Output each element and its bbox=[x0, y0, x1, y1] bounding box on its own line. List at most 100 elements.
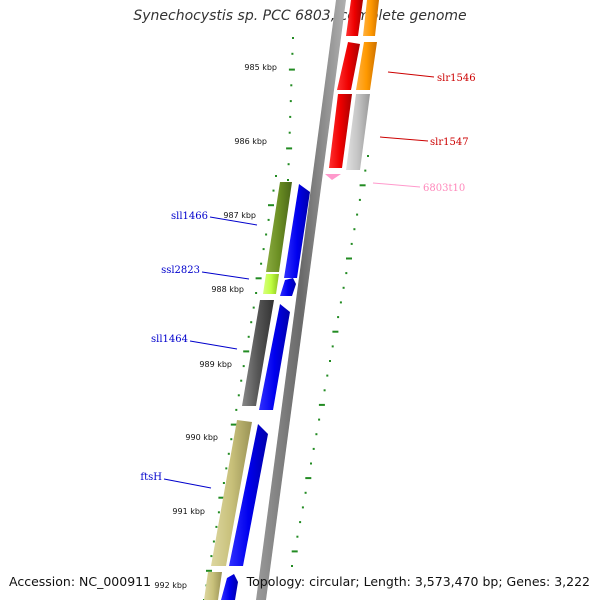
inner-tick-dots bbox=[203, 37, 295, 600]
gene-label-ftsH[interactable]: ftsH bbox=[140, 472, 162, 483]
tick-mark bbox=[210, 555, 213, 558]
tick-mark bbox=[353, 228, 356, 231]
tick-mark bbox=[240, 379, 243, 382]
tick-mark bbox=[364, 169, 367, 172]
gene-ssl2823-blue[interactable] bbox=[280, 278, 296, 296]
tick-mark-major bbox=[346, 257, 352, 260]
gene-red-1[interactable] bbox=[346, 0, 363, 36]
tick-mark bbox=[329, 360, 331, 362]
gene-label-sll1464[interactable]: sll1464 bbox=[151, 334, 188, 345]
outer-tick-dots bbox=[291, 155, 369, 567]
gene-slr1547-gray[interactable] bbox=[346, 94, 370, 170]
gene-label-sll1466[interactable]: sll1466 bbox=[171, 211, 208, 222]
tick-mark-major bbox=[332, 330, 339, 333]
tick-mark-major bbox=[230, 423, 237, 426]
gene-label-slr1547[interactable]: slr1547 bbox=[430, 137, 469, 148]
tick-mark-major bbox=[305, 477, 312, 480]
tick-mark bbox=[345, 272, 348, 275]
tick-mark bbox=[287, 179, 289, 181]
map-title: Synechocystis sp. PCC 6803, complete gen… bbox=[133, 8, 467, 24]
tick-mark bbox=[337, 316, 340, 319]
tick-mark bbox=[326, 374, 329, 377]
gene-sll1464-blue[interactable] bbox=[259, 304, 290, 410]
tick-mark bbox=[227, 452, 230, 455]
tick-mark bbox=[323, 389, 326, 392]
trna-6803t10[interactable] bbox=[325, 174, 341, 180]
tick-mark bbox=[291, 52, 294, 55]
kbp-label: 992 kbp bbox=[154, 581, 187, 590]
tick-mark bbox=[304, 491, 307, 494]
tick-mark bbox=[260, 262, 263, 265]
tick-mark-major bbox=[206, 569, 212, 572]
tick-mark bbox=[225, 467, 228, 470]
tick-mark bbox=[235, 408, 238, 411]
genome-backbone bbox=[256, 0, 346, 600]
tick-mark bbox=[356, 213, 359, 216]
tick-mark bbox=[215, 525, 218, 528]
tick-mark-major bbox=[288, 68, 295, 71]
tick-mark bbox=[315, 433, 318, 436]
kbp-tick-labels: 985 kbp 986 kbp 987 kbp 988 kbp 989 kbp 990 k… bbox=[154, 63, 277, 590]
tick-mark bbox=[217, 511, 220, 514]
tick-mark bbox=[367, 155, 369, 157]
tick-mark bbox=[358, 198, 361, 201]
tick-mark bbox=[265, 233, 268, 236]
tick-mark bbox=[290, 84, 293, 87]
tick-mark bbox=[310, 462, 312, 465]
tick-mark bbox=[291, 565, 293, 567]
tick-mark-major bbox=[218, 496, 225, 499]
kbp-label: 991 kbp bbox=[172, 507, 205, 516]
gene-slr1546-red[interactable] bbox=[337, 42, 360, 90]
tick-mark bbox=[296, 535, 299, 538]
tick-mark bbox=[222, 482, 225, 484]
tick-mark bbox=[250, 321, 253, 324]
kbp-label: 987 kbp bbox=[223, 211, 256, 220]
tick-mark-major bbox=[243, 350, 250, 353]
tick-mark bbox=[342, 286, 345, 289]
gene-slr1547-red[interactable] bbox=[329, 94, 352, 168]
tick-mark bbox=[312, 447, 315, 450]
gene-label-group: slr1546 slr1547 6803t10 sll1466 ssl2823 … bbox=[140, 71, 476, 489]
tick-mark bbox=[252, 306, 255, 309]
tick-mark bbox=[288, 131, 291, 134]
gene-label-slr1546[interactable]: slr1546 bbox=[437, 73, 476, 84]
topology-text: Topology: circular; Length: 3,573,470 bp… bbox=[246, 574, 590, 589]
gene-sll1466-olive[interactable] bbox=[266, 182, 292, 272]
accession-text: Accession: NC_000911 bbox=[9, 574, 152, 589]
gene-slr1546-orange[interactable] bbox=[356, 42, 377, 90]
reverse-strand-genes bbox=[204, 182, 310, 600]
kbp-label: 988 kbp bbox=[211, 285, 244, 294]
tick-mark bbox=[272, 189, 275, 192]
tick-mark bbox=[350, 242, 353, 245]
gene-sll1464-dark[interactable] bbox=[242, 300, 274, 406]
gene-sll1466-blue[interactable] bbox=[284, 184, 310, 278]
kbp-label: 985 kbp bbox=[244, 63, 277, 72]
tick-mark bbox=[289, 100, 292, 103]
tick-mark bbox=[275, 175, 277, 177]
gene-ssl2823-lime[interactable] bbox=[263, 274, 279, 294]
tick-mark bbox=[289, 115, 292, 118]
gene-orange-1[interactable] bbox=[363, 0, 379, 36]
gene-label-ssl2823[interactable]: ssl2823 bbox=[161, 265, 200, 276]
tick-mark-major bbox=[291, 550, 298, 553]
gene-ftsH-khaki[interactable] bbox=[211, 420, 252, 566]
gene-khaki-2[interactable] bbox=[204, 572, 222, 600]
tick-mark bbox=[255, 292, 258, 294]
tick-mark bbox=[331, 345, 334, 348]
tick-mark-major bbox=[255, 277, 262, 280]
tick-mark bbox=[230, 438, 233, 441]
tick-mark bbox=[292, 37, 294, 39]
tick-mark bbox=[339, 301, 342, 304]
tick-mark bbox=[212, 540, 215, 543]
tick-mark bbox=[267, 218, 270, 221]
tick-mark bbox=[237, 394, 240, 397]
tick-mark bbox=[247, 335, 250, 338]
forward-strand-genes bbox=[325, 0, 379, 180]
tick-mark bbox=[301, 506, 304, 509]
tick-mark bbox=[299, 521, 302, 524]
tick-mark-major bbox=[268, 204, 274, 207]
gene-ftsH-blue[interactable] bbox=[229, 424, 268, 566]
gene-blue-2[interactable] bbox=[221, 574, 238, 600]
gene-label-6803t10[interactable]: 6803t10 bbox=[423, 183, 465, 194]
